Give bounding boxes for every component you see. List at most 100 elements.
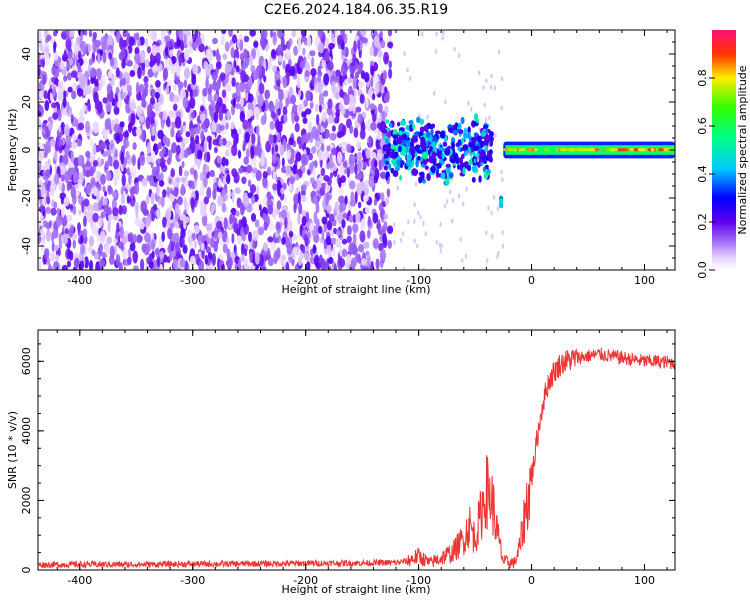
heatmap-cell (263, 221, 269, 231)
heatmap-cell (441, 35, 444, 41)
heatmap-cell (39, 89, 45, 100)
heatmap-cell (320, 167, 326, 177)
heatmap-cell (70, 70, 78, 78)
heatmap-cell (480, 141, 484, 148)
heatmap-cell (206, 151, 211, 163)
heatmap-cell (115, 67, 120, 78)
heatmap-cell (346, 235, 352, 244)
heatmap-cell (221, 89, 227, 98)
heatmap-cell (236, 228, 241, 236)
heatmap-cell (95, 144, 101, 153)
heatmap-cell (77, 122, 85, 131)
heatmap-cell (433, 90, 436, 96)
heatmap-cell (157, 129, 164, 140)
heatmap-cell (301, 216, 307, 227)
heatmap-cell (336, 131, 343, 139)
heatmap-cell (279, 144, 284, 157)
heatmap-cell (173, 181, 180, 190)
heatmap-cell (58, 180, 63, 191)
heatmap-cell (473, 145, 480, 152)
heatmap-cell (330, 237, 337, 245)
heatmap-cell (439, 248, 442, 254)
heatmap-cell (302, 47, 306, 56)
heatmap-cell (485, 230, 488, 236)
heatmap-cell (94, 98, 101, 111)
heatmap-cell (258, 55, 265, 69)
heatmap-cell (484, 145, 489, 152)
heatmap-cell (172, 108, 176, 121)
heatmap-cell (152, 65, 157, 74)
heatmap-cell (357, 113, 363, 124)
heatmap-cell (64, 228, 69, 235)
heatmap-cell (338, 258, 346, 268)
heatmap-cell (314, 130, 320, 142)
heatmap-cell (339, 74, 343, 87)
heatmap-cell (123, 30, 129, 37)
heatmap-cell (262, 175, 268, 189)
heatmap-cell (326, 204, 332, 214)
y-tick-label: 4000 (20, 417, 33, 445)
heatmap-cell (258, 254, 264, 267)
heatmap-cell (42, 123, 47, 130)
snr-y-axis-label: SNR (10 * v/v) (6, 411, 19, 489)
heatmap-cell (396, 121, 401, 127)
heatmap-cell (235, 103, 242, 110)
heatmap-cell (180, 176, 187, 184)
heatmap-cell (291, 30, 297, 38)
heatmap-cell (317, 65, 321, 74)
heatmap-cell (125, 150, 130, 160)
heatmap-cell (387, 41, 394, 49)
heatmap-cell (323, 73, 330, 86)
heatmap-cell (59, 192, 67, 200)
heatmap-cell (222, 137, 227, 146)
heatmap-cell (434, 48, 438, 54)
heatmap-cell (427, 169, 431, 174)
heatmap-cell (77, 87, 84, 97)
heatmap-cell (171, 142, 178, 154)
heatmap-cell (88, 58, 94, 66)
heatmap-cell (167, 30, 172, 36)
heatmap-cell (461, 258, 464, 264)
heatmap-cell (111, 190, 118, 199)
heatmap-cell (328, 213, 335, 222)
heatmap-cell (349, 65, 356, 75)
heatmap-cell (297, 256, 303, 266)
heatmap-cell (460, 116, 465, 125)
heatmap-cell (317, 149, 323, 161)
heatmap-cell (249, 184, 257, 194)
heatmap-cell (46, 248, 50, 258)
heatmap-cell (97, 53, 101, 65)
heatmap-cell (61, 108, 67, 116)
heatmap-cell (183, 79, 187, 89)
heatmap-cell (51, 65, 56, 76)
heatmap-cell (137, 71, 142, 79)
heatmap-cell (46, 196, 51, 205)
heatmap-cell (252, 70, 259, 81)
heatmap-cell (100, 36, 107, 47)
heatmap-cell (307, 231, 311, 240)
heatmap-cell (64, 124, 70, 136)
heatmap-cell (261, 149, 265, 160)
heatmap-cell (422, 267, 425, 270)
heatmap-cell (166, 57, 173, 71)
heatmap-cell (115, 134, 121, 144)
heatmap-cell (126, 84, 132, 92)
y-tick-label: 6000 (20, 347, 33, 375)
heatmap-cell (340, 63, 348, 76)
heatmap-cell (234, 187, 241, 194)
heatmap-cell (477, 70, 481, 76)
heatmap-cell (340, 30, 345, 38)
heatmap-cell (248, 231, 252, 243)
heatmap-cell (272, 207, 277, 220)
heatmap-cell (113, 159, 120, 170)
x-tick-label: -400 (67, 274, 92, 287)
heatmap-cell (143, 76, 149, 84)
heatmap-cell (203, 196, 209, 205)
spectrogram-heatmap (38, 30, 675, 270)
heatmap-cell (317, 225, 323, 234)
heatmap-cell (245, 92, 249, 102)
heatmap-cell (64, 143, 70, 157)
heatmap-cell (260, 266, 267, 270)
heatmap-cell (131, 154, 136, 167)
